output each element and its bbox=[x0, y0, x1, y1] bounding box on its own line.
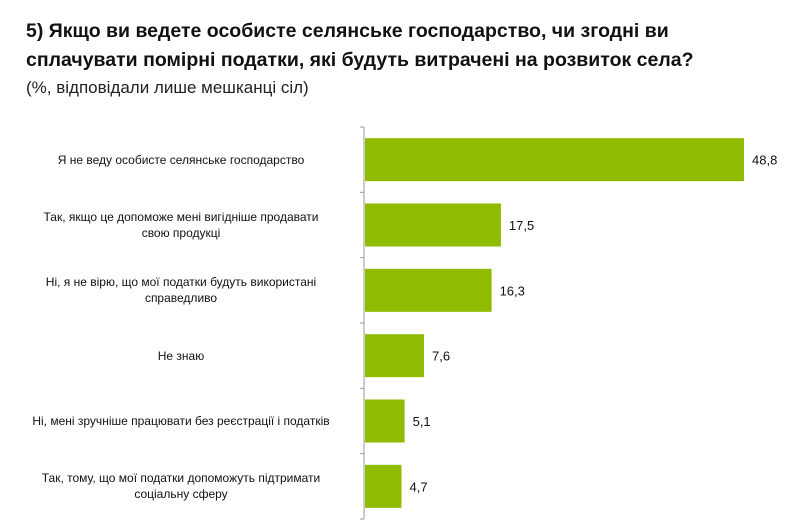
bar bbox=[365, 268, 492, 312]
data-label: 4,7 bbox=[410, 479, 428, 494]
bar bbox=[365, 334, 425, 378]
category-label: Ні, мені зручніше працювати без реєстрац… bbox=[32, 414, 330, 428]
data-label: 5,1 bbox=[413, 414, 431, 429]
chart-title-line-1: 5) Якщо ви ведете особисте селянське гос… bbox=[26, 20, 669, 42]
data-label: 48,8 bbox=[752, 153, 777, 168]
category-label: Ні, я не вірю, що мої податки будуть вик… bbox=[45, 275, 317, 306]
category-label: Я не веду особисте селянське господарств… bbox=[57, 152, 305, 167]
data-label: 7,6 bbox=[432, 349, 450, 364]
chart-subtitle: (%, відповідали лише мешканці сіл) bbox=[26, 78, 309, 97]
chart-title-line-2: сплачувати помірні податки, які будуть в… bbox=[26, 49, 694, 71]
category-label: Так, якщо це допоможе мені вигідніше про… bbox=[43, 210, 319, 240]
category-label: Не знаю bbox=[157, 348, 205, 363]
bar bbox=[365, 464, 402, 508]
category-label: Так, тому, що мої податки допоможуть під… bbox=[41, 471, 321, 502]
bar bbox=[365, 138, 744, 182]
bar bbox=[365, 399, 405, 443]
bar bbox=[365, 203, 501, 247]
data-label: 17,5 bbox=[509, 218, 534, 233]
data-label: 16,3 bbox=[500, 283, 525, 298]
